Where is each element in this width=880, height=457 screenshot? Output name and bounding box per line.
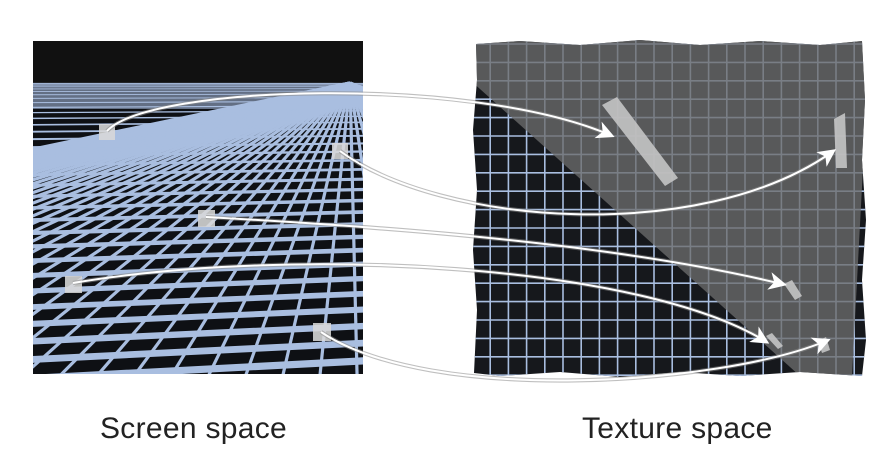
grid-line-horizontal — [33, 234, 363, 249]
mapping-arrow — [339, 149, 837, 216]
texture-footprint — [602, 97, 678, 186]
grid-line-receding — [33, 81, 351, 297]
grid-line-receding — [348, 82, 363, 120]
texture-space-label: Texture space — [582, 412, 773, 445]
grid-line-horizontal — [33, 177, 363, 187]
grid-line-horizontal — [45, 357, 363, 374]
grid-line-receding — [170, 82, 352, 374]
grid-line-receding — [33, 81, 351, 254]
grid-line-horizontal — [33, 222, 363, 235]
texture-footprint — [834, 113, 847, 168]
screen-space-label: Screen space — [100, 412, 288, 445]
grid-line-receding — [244, 82, 352, 374]
grid-line-receding — [33, 81, 352, 340]
grid-line-horizontal — [33, 339, 363, 363]
grid-line-horizontal — [33, 110, 363, 114]
grid-line-receding — [33, 81, 351, 234]
texture-space-panel — [473, 40, 866, 377]
grid-line-receding — [207, 82, 352, 374]
grid-line-horizontal — [33, 127, 363, 133]
mapping-arrow — [320, 331, 831, 382]
grid-line-receding — [33, 81, 351, 317]
grid-line-horizontal — [33, 121, 363, 126]
grid-line-receding — [33, 81, 351, 243]
grid-line-horizontal — [33, 168, 363, 177]
mapping-arrow — [205, 216, 787, 290]
horizon-haze — [33, 83, 363, 109]
grid-line-horizontal — [33, 198, 363, 210]
grid-line-receding — [33, 81, 351, 266]
grid-line-horizontal — [33, 322, 363, 345]
grid-line-horizontal — [33, 142, 363, 149]
screen-sky — [33, 41, 363, 83]
grid-line-horizontal — [33, 187, 363, 198]
texture-footprint — [766, 333, 783, 349]
grid-line-horizontal — [33, 290, 363, 310]
grid-line-receding — [348, 82, 363, 180]
grid-line-receding — [133, 82, 352, 374]
grid-line-horizontal — [33, 134, 363, 141]
texture-footprint — [784, 280, 802, 300]
grid-line-horizontal — [33, 115, 363, 120]
mapping-arrow — [72, 263, 770, 344]
grid-line-receding — [33, 81, 351, 280]
grid-line-horizontal — [33, 306, 363, 327]
mapping-arrow — [106, 92, 615, 139]
screen-space-panel — [33, 41, 363, 374]
grid-line-receding — [318, 82, 352, 374]
mapping-arrows — [72, 91, 837, 383]
perspective-grid — [33, 81, 363, 374]
grid-line-horizontal — [33, 247, 363, 263]
grid-line-horizontal — [33, 158, 363, 167]
grid-line-receding — [281, 82, 352, 374]
grid-line-horizontal — [33, 150, 363, 157]
grid-line-horizontal — [33, 275, 363, 294]
